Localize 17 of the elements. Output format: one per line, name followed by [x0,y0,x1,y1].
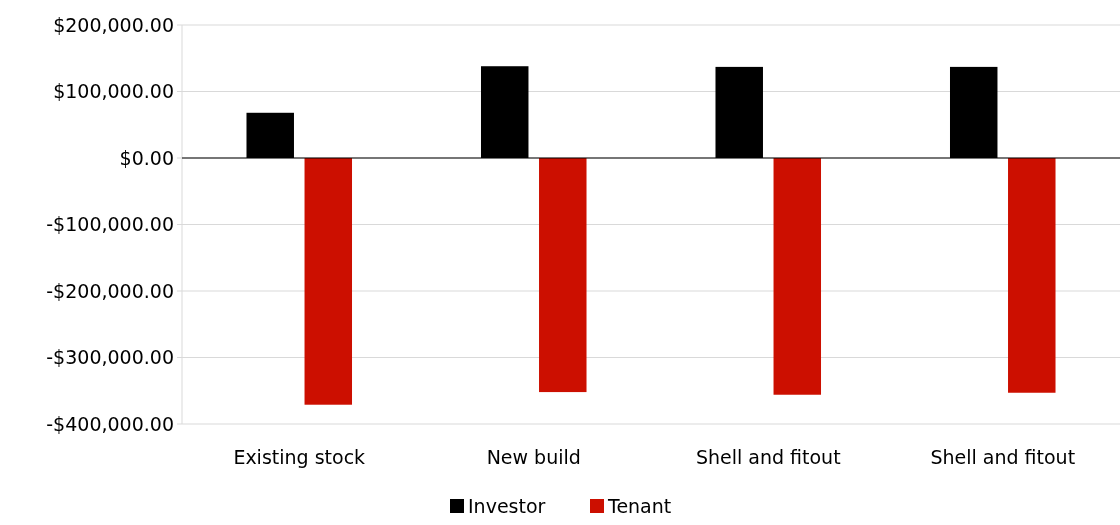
legend-label: Tenant [607,495,672,517]
x-tick-label: New build [486,446,581,468]
y-tick-label: -$400,000.00 [46,412,174,435]
y-tick-label: -$300,000.00 [46,346,174,369]
bar [773,158,822,395]
y-tick-label: $200,000.00 [53,13,174,36]
y-tick-label: $0.00 [119,146,174,169]
bar [1008,158,1056,393]
bar [539,158,587,393]
y-tick-label: -$100,000.00 [46,213,174,236]
x-tick-label: Existing stock [233,446,366,468]
x-tick-label: Shell and fitout [695,446,841,468]
x-tick-label: Shell and fitout [930,446,1076,468]
y-tick-label: -$200,000.00 [46,279,174,302]
y-tick-label: $100,000.00 [53,80,174,103]
bar [304,158,353,405]
legend-label: Investor [468,495,546,517]
